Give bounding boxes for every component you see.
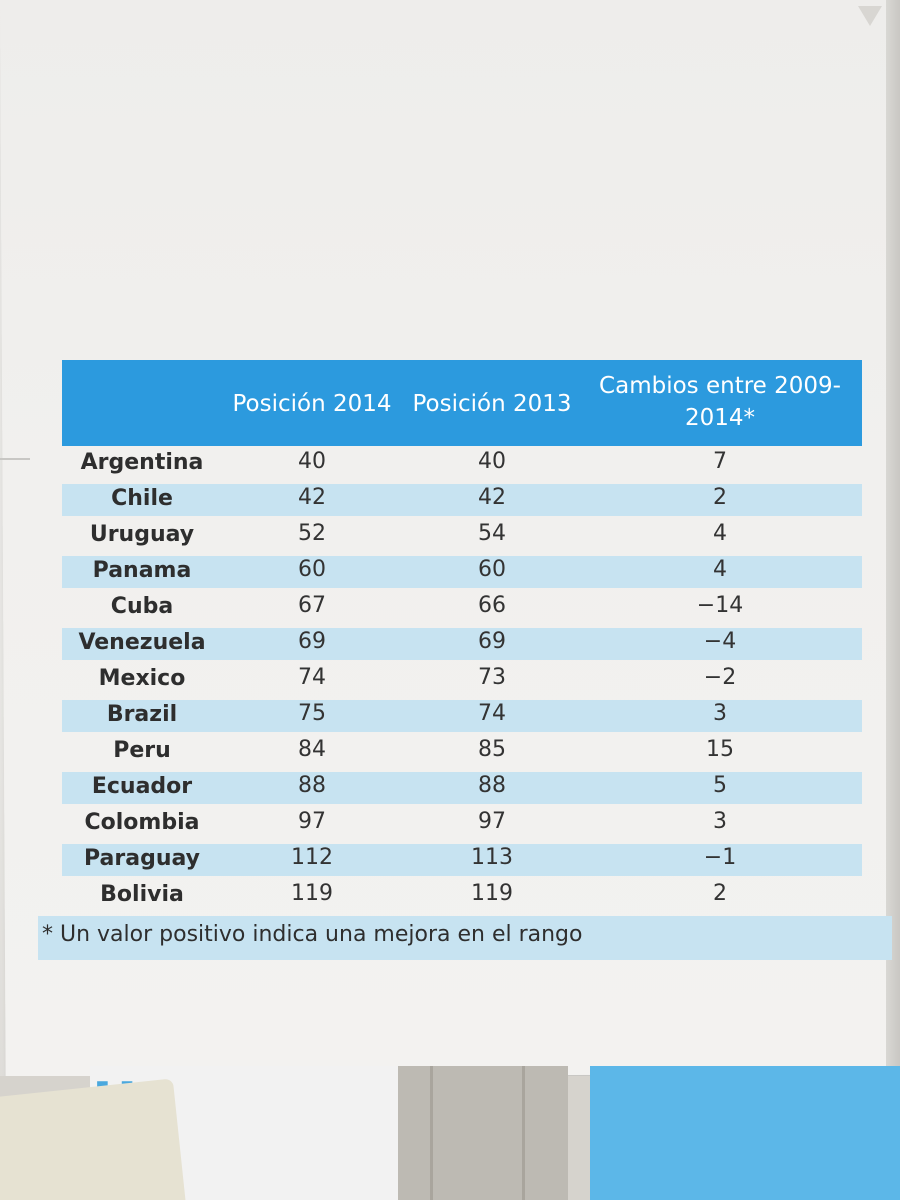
country-cell: Ecuador xyxy=(91,774,193,799)
position-2014-cell: 67 xyxy=(298,593,326,618)
position-2013-cell: 42 xyxy=(478,485,506,510)
position-2013-cell: 85 xyxy=(478,737,506,762)
position-2013-cell: 88 xyxy=(478,773,506,798)
position-2013-cell: 74 xyxy=(478,701,506,726)
table-row: Bolivia 119 119 2 xyxy=(62,878,862,914)
change-cell: −4 xyxy=(703,629,737,654)
table-row: Peru 84 85 15 xyxy=(62,734,862,770)
position-2014-cell: 119 xyxy=(291,881,333,906)
change-cell: −1 xyxy=(703,845,737,870)
change-cell: 4 xyxy=(713,521,727,546)
position-2014-cell: 84 xyxy=(298,737,326,762)
table-row: Argentina 40 40 7 xyxy=(62,446,862,482)
position-2014-cell: 52 xyxy=(298,521,326,546)
country-cell: Cuba xyxy=(110,594,174,619)
position-2014-cell: 40 xyxy=(298,449,326,474)
notepad xyxy=(0,1078,187,1200)
country-cell: Panama xyxy=(92,558,192,583)
table-row: Panama 60 60 4 xyxy=(62,554,862,590)
position-2014-cell: 88 xyxy=(298,773,326,798)
table-row: Cuba 67 66 −14 xyxy=(62,590,862,626)
country-cell: Colombia xyxy=(84,810,200,835)
position-2013-cell: 66 xyxy=(478,593,506,618)
corner-mark xyxy=(858,6,882,26)
stack-edge-line xyxy=(430,1066,433,1200)
table-row: Mexico 74 73 −2 xyxy=(62,662,862,698)
change-cell: 3 xyxy=(713,809,727,834)
country-cell: Uruguay xyxy=(89,522,195,547)
change-cell: 3 xyxy=(713,701,727,726)
table-row: Colombia 97 97 3 xyxy=(62,806,862,842)
paper-stack xyxy=(398,1066,568,1200)
footnote: * Un valor positivo indica una mejora en… xyxy=(42,922,583,947)
table-header: Posición 2014 Posición 2013 Cambios entr… xyxy=(62,360,862,446)
country-cell: Bolivia xyxy=(100,882,184,907)
position-2013-cell: 40 xyxy=(478,449,506,474)
change-cell: 4 xyxy=(713,557,727,582)
country-cell: Mexico xyxy=(98,666,186,691)
position-2013-cell: 73 xyxy=(478,665,506,690)
change-cell: −14 xyxy=(696,593,744,618)
position-2014-cell: 60 xyxy=(298,557,326,582)
table-row: Ecuador 88 88 5 xyxy=(62,770,862,806)
position-2013-cell: 60 xyxy=(478,557,506,582)
change-cell: 2 xyxy=(713,485,727,510)
change-cell: 5 xyxy=(713,773,727,798)
header-position-2014: Posición 2014 xyxy=(232,391,392,417)
position-2014-cell: 69 xyxy=(298,629,326,654)
position-2013-cell: 119 xyxy=(471,881,513,906)
country-cell: Brazil xyxy=(106,702,178,727)
table-row: Paraguay 112 113 −1 xyxy=(62,842,862,878)
country-cell: Venezuela xyxy=(78,630,206,655)
blue-folder xyxy=(590,1066,900,1200)
table-body: Argentina 40 40 7 Chile 42 42 2 Uruguay 52 54 4 Pana… xyxy=(62,446,862,914)
country-cell: Chile xyxy=(111,486,173,511)
position-2014-cell: 74 xyxy=(298,665,326,690)
ranking-table: Posición 2014 Posición 2013 Cambios entr… xyxy=(38,360,892,960)
change-cell: −2 xyxy=(703,665,737,690)
header-position-2013: Posición 2013 xyxy=(412,391,572,417)
table-row: Brazil 75 74 3 xyxy=(62,698,862,734)
country-cell: Paraguay xyxy=(84,846,200,871)
position-2013-cell: 97 xyxy=(478,809,506,834)
position-2014-cell: 42 xyxy=(298,485,326,510)
stack-edge-line xyxy=(522,1066,525,1200)
table-row: Venezuela 69 69 −4 xyxy=(62,626,862,662)
position-2014-cell: 112 xyxy=(291,845,333,870)
position-2014-cell: 97 xyxy=(298,809,326,834)
table-row: Uruguay 52 54 4 xyxy=(62,518,862,554)
change-cell: 7 xyxy=(713,449,727,474)
fold-mark xyxy=(0,458,30,460)
change-cell: 15 xyxy=(706,737,734,762)
position-2013-cell: 69 xyxy=(478,629,506,654)
table-row: Chile 42 42 2 xyxy=(62,482,862,518)
position-2013-cell: 54 xyxy=(478,521,506,546)
position-2014-cell: 75 xyxy=(298,701,326,726)
paper-edge xyxy=(886,0,900,1200)
header-change-2009-2014: Cambios entre 2009-2014* xyxy=(599,373,841,431)
footnote-bar: * Un valor positivo indica una mejora en… xyxy=(38,916,892,960)
country-cell: Peru xyxy=(113,738,171,763)
change-cell: 2 xyxy=(713,881,727,906)
position-2013-cell: 113 xyxy=(471,845,513,870)
country-cell: Argentina xyxy=(80,450,204,475)
